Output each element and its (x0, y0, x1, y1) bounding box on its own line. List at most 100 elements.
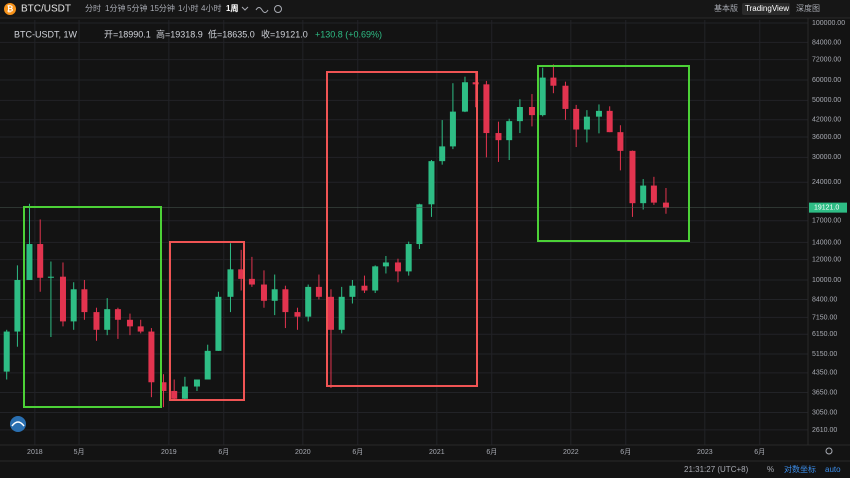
candle-body (606, 110, 613, 133)
percent-toggle[interactable]: % (767, 465, 774, 474)
candle-body (271, 289, 278, 301)
candle-body (160, 382, 167, 391)
candle-body (148, 331, 155, 383)
indicator-icon[interactable] (255, 7, 269, 13)
interval-button[interactable]: 1小时 (178, 3, 198, 13)
legend-close: 收=19121.0 (261, 28, 308, 39)
dropdown-icon[interactable] (241, 6, 249, 11)
grid (0, 20, 808, 445)
view-switch: 基本版 TradingView 深度图 (714, 3, 820, 15)
candle-body (204, 350, 211, 380)
y-tick-label: 3050.00 (812, 409, 837, 416)
x-tick-label: 2021 (429, 449, 445, 456)
y-tick-label: 17000.00 (812, 218, 841, 225)
legend-high: 高=19318.9 (156, 28, 203, 39)
y-tick-label: 12000.00 (812, 256, 841, 263)
x-tick-label: 2020 (295, 449, 311, 456)
x-tick-label: 6月 (486, 448, 497, 456)
candle-body (629, 150, 636, 204)
candle-body (361, 285, 368, 291)
candle-body (238, 269, 245, 279)
candle-body (428, 161, 435, 205)
legend-low: 低=18635.0 (208, 28, 255, 39)
candle-body (449, 111, 456, 147)
candle-body (573, 108, 580, 130)
candle-body (372, 266, 379, 291)
auto-toggle[interactable]: auto (825, 465, 841, 474)
candle-body (562, 85, 569, 109)
y-tick-label: 84000.00 (812, 39, 841, 46)
axis-settings-icon[interactable] (825, 447, 833, 455)
candle-body (3, 331, 10, 372)
candle-body (81, 289, 88, 313)
candle-body (506, 121, 513, 141)
last-price-tag (809, 202, 847, 213)
candle-body (70, 289, 77, 322)
y-tick-label: 6150.00 (812, 331, 837, 338)
candle-body (617, 132, 624, 151)
x-tick-label: 2022 (563, 449, 579, 456)
interval-button[interactable]: 1周 (226, 4, 238, 13)
candle-body (416, 204, 423, 245)
y-tick-label: 10000.00 (812, 277, 841, 284)
clock: 21:31:27 (UTC+8) (684, 465, 749, 474)
y-tick-label: 2610.00 (812, 427, 837, 434)
candle-body (539, 77, 546, 116)
interval-button[interactable]: 15分钟 (150, 3, 175, 13)
x-tick-label: 2018 (27, 449, 43, 456)
view-button[interactable]: 深度图 (796, 3, 820, 13)
x-tick-label: 5月 (74, 448, 85, 456)
candle-body (294, 312, 301, 317)
candle-body (93, 312, 100, 330)
interval-button[interactable]: 1分钟 (105, 3, 125, 13)
y-tick-label: 100000.00 (812, 20, 845, 27)
interval-button[interactable]: 分时 (85, 3, 101, 13)
candle-body (327, 296, 334, 330)
y-tick-label: 50000.00 (812, 97, 841, 104)
candle-body (461, 82, 468, 112)
x-tick-label: 6月 (754, 448, 765, 456)
axes: 100000.00 84000.00 72000.00 60000.00 50000.0… (27, 20, 847, 456)
view-active-bg (742, 3, 790, 15)
logo[interactable] (10, 416, 26, 432)
log-toggle[interactable]: 对数坐标 (784, 464, 816, 474)
candle-body (405, 244, 412, 272)
toolbar (0, 0, 850, 18)
y-tick-label: 72000.00 (812, 56, 841, 63)
x-tick-label: 2019 (161, 449, 177, 456)
candle-body (37, 244, 44, 278)
view-button[interactable]: 基本版 (714, 3, 738, 13)
y-tick-label: 3650.00 (812, 389, 837, 396)
last-price-label: 19121.0 (814, 204, 839, 211)
candle-body (315, 286, 322, 297)
highlight-box (169, 241, 245, 401)
candle-body (528, 107, 535, 116)
y-tick-label: 7150.00 (812, 314, 837, 321)
view-button[interactable]: TradingView (745, 4, 789, 13)
candle-body (483, 84, 490, 134)
settings-icon[interactable] (274, 5, 282, 13)
candle-body (662, 202, 669, 208)
candle-body (59, 276, 66, 322)
candle-body (516, 107, 523, 122)
highlight-box (326, 71, 478, 387)
candle-body (595, 110, 602, 117)
candle-body (181, 386, 188, 399)
y-tick-label: 14000.00 (812, 239, 841, 246)
candle-body (394, 262, 401, 272)
candles (0, 64, 808, 408)
y-tick-label: 4350.00 (812, 370, 837, 377)
candle-body (47, 276, 54, 278)
interval-button[interactable]: 4小时 (201, 3, 221, 13)
interval-button[interactable]: 5分钟 (127, 3, 147, 13)
candle-body (260, 284, 267, 301)
candle-body (640, 185, 647, 204)
candle-body (14, 279, 21, 332)
candle-body (193, 379, 200, 387)
y-tick-label: 30000.00 (812, 154, 841, 161)
candle-body (338, 296, 345, 330)
btc-icon (4, 3, 16, 15)
candle-body (439, 146, 446, 162)
symbol[interactable]: BTC/USDT (21, 4, 71, 15)
